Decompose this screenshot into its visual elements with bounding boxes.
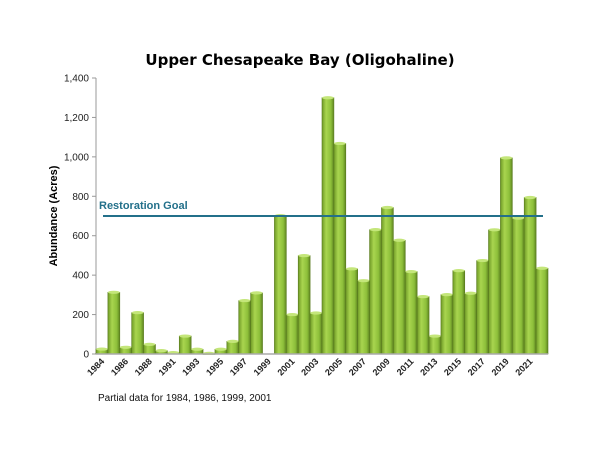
bar-2000 <box>274 214 287 355</box>
bar-2014 <box>440 293 454 355</box>
bars <box>95 96 549 356</box>
x-tick-label: 1986 <box>109 356 130 377</box>
x-tick-label: 2009 <box>371 356 392 377</box>
bar-1992 <box>178 334 192 355</box>
bar-2001 <box>286 312 299 355</box>
y-tick-label: 600 <box>72 231 89 242</box>
bar-2011 <box>404 269 418 355</box>
y-tick-label: 0 <box>83 350 89 361</box>
x-tick-label: 2021 <box>513 356 534 377</box>
bar-2017 <box>476 258 489 355</box>
y-tick-label: 1,200 <box>64 113 89 124</box>
bar-2008 <box>369 228 382 355</box>
bar-2009 <box>381 205 394 355</box>
x-tick-label: 2015 <box>442 356 463 377</box>
bar-2012 <box>416 295 430 355</box>
x-axis: 1984 1986 1988 1991 1993 1995 1997 1999 2001 2003… <box>85 353 548 378</box>
bar-1997 <box>238 298 251 355</box>
bar-1986 <box>119 345 132 355</box>
y-axis-label: Abundance (Acres) <box>48 165 60 266</box>
bar-1995 <box>214 347 228 355</box>
y-tick-label: 200 <box>72 310 89 321</box>
bar-1985 <box>107 290 121 355</box>
bar-1998 <box>250 291 263 355</box>
bar-1987 <box>131 311 144 355</box>
bar-2021 <box>523 195 537 355</box>
y-tick-label: 400 <box>72 271 89 282</box>
bar-2019 <box>500 156 513 355</box>
bar-2005 <box>333 141 347 355</box>
bar-1988 <box>143 342 156 355</box>
bar-2007 <box>357 279 370 355</box>
bar-1984 <box>95 347 109 355</box>
bar-2003 <box>309 311 323 355</box>
chart-title: Upper Chesapeake Bay (Oligohaline) <box>145 51 454 69</box>
y-tick-label: 1,000 <box>64 152 89 163</box>
x-tick-label: 1995 <box>204 356 225 377</box>
x-tick-label: 1993 <box>180 356 201 377</box>
bar-2018 <box>488 228 501 355</box>
x-tick-label: 2011 <box>395 356 416 377</box>
restoration-goal-label: Restoration Goal <box>99 200 188 212</box>
y-axis: 0 200 400 600 800 1,000 1,200 1,400 <box>64 74 97 361</box>
footnote: Partial data for 1984, 1986, 1999, 2001 <box>98 393 272 404</box>
bar-2010 <box>393 238 406 355</box>
bar-2006 <box>345 267 358 355</box>
x-tick-label: 2001 <box>275 356 296 377</box>
x-tick-label: 1999 <box>252 356 273 377</box>
bar-2022 <box>535 266 549 355</box>
bar-2002 <box>297 254 311 355</box>
y-tick-label: 1,400 <box>64 74 89 85</box>
x-tick-label: 1988 <box>133 356 154 377</box>
y-tick-label: 800 <box>72 192 89 203</box>
x-tick-label: 1991 <box>156 356 177 377</box>
x-tick-label: 2003 <box>299 356 320 377</box>
bar-2004 <box>321 96 335 355</box>
bar-2020 <box>512 216 525 355</box>
bar-2015 <box>452 269 466 355</box>
x-tick-label: 2005 <box>323 356 344 377</box>
x-tick-label: 1997 <box>228 356 249 377</box>
bar-2013 <box>428 334 442 355</box>
x-tick-label: 2013 <box>418 356 439 377</box>
bar-2016 <box>464 291 477 355</box>
x-tick-label: 2017 <box>466 356 487 377</box>
bar-1993 <box>190 347 204 355</box>
x-tick-label: 2007 <box>347 356 368 377</box>
x-tick-label: 2019 <box>490 356 511 377</box>
bar-1996 <box>226 339 240 355</box>
